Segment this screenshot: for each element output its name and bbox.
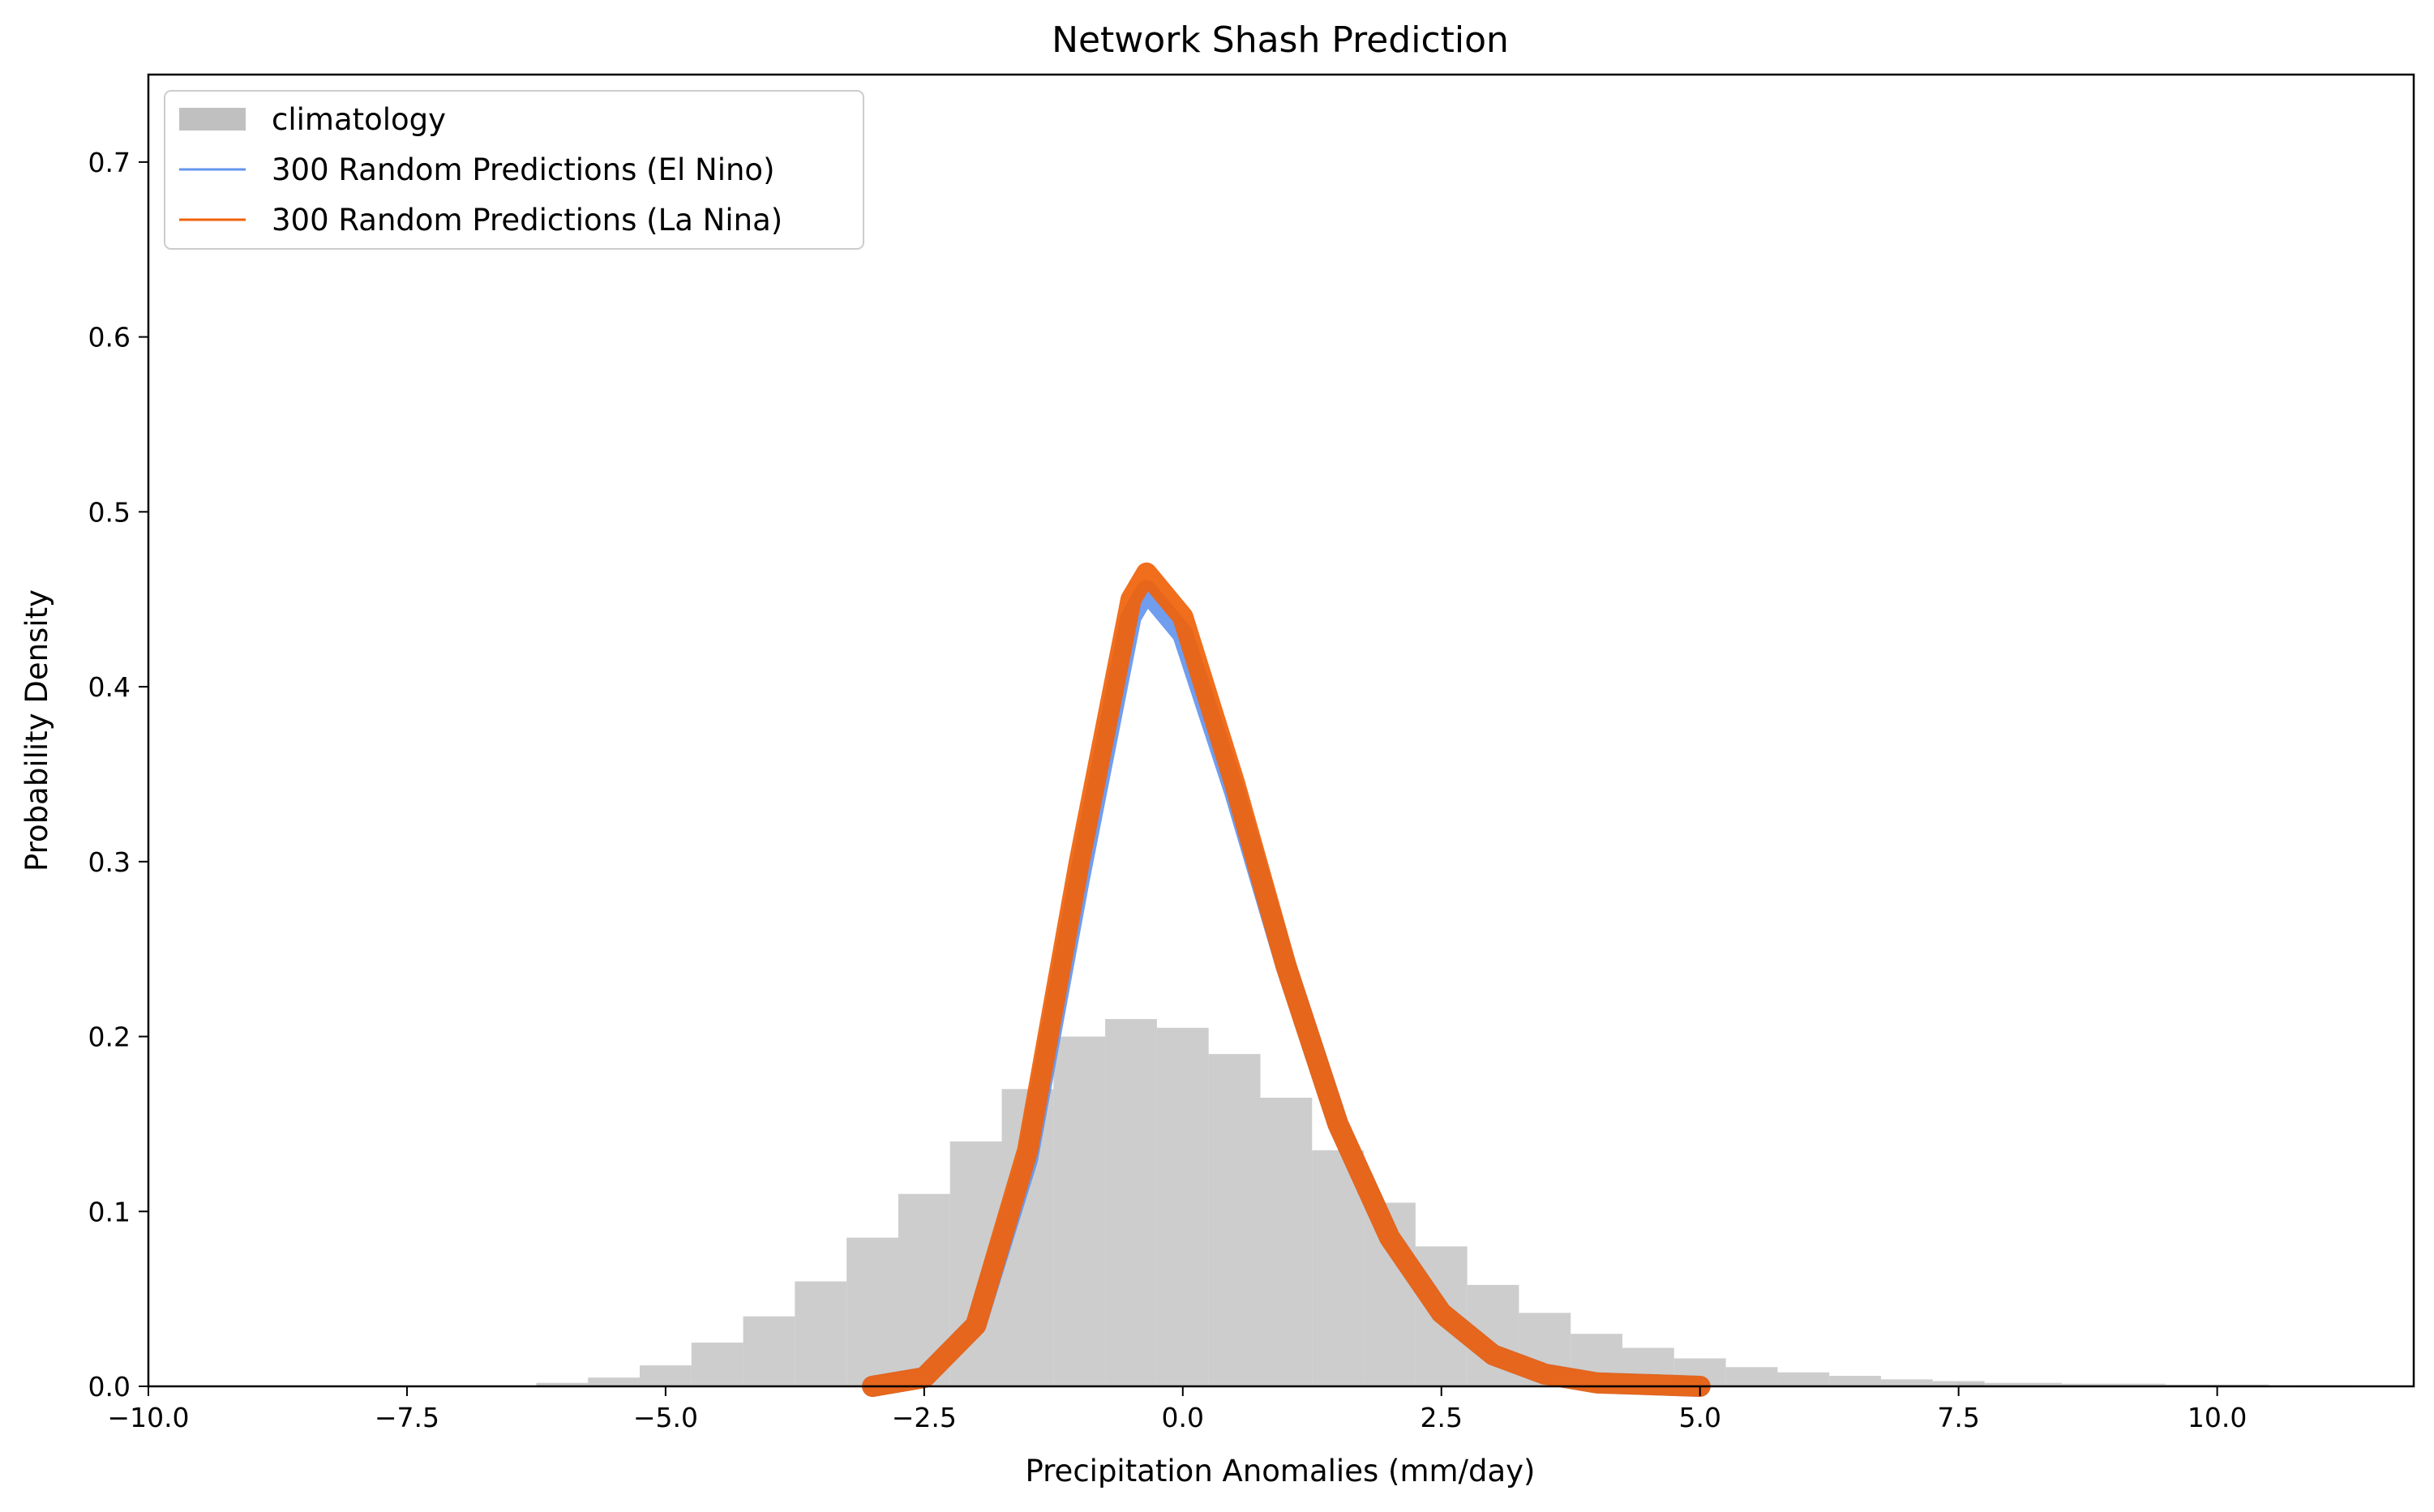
histogram-bar [691,1343,743,1386]
y-tick-label: 0.0 [88,1371,131,1403]
legend: climatology 300 Random Predictions (El Ni… [164,90,864,250]
plot-area [536,562,2347,1397]
legend-label: 300 Random Predictions (El Nino) [272,152,775,187]
y-tick-label: 0.4 [88,671,131,703]
legend-label: climatology [272,102,446,137]
histogram-bar [1105,1018,1157,1386]
x-tick-label: 7.5 [1937,1402,1979,1433]
x-axis-label: Precipitation Anomalies (mm/day) [1026,1454,1536,1488]
histogram-bar [846,1237,898,1386]
legend-swatch-climatology [179,108,246,131]
x-tick-label: −7.5 [375,1402,439,1433]
histogram-bar [640,1365,692,1386]
y-tick-label: 0.3 [88,846,131,878]
histogram-bar [743,1316,795,1386]
x-tick-label: −2.5 [892,1402,957,1433]
la-nina-curves [862,562,1711,1397]
x-tick-label: 5.0 [1678,1402,1721,1433]
x-tick-label: 10.0 [2188,1402,2247,1433]
legend-box [164,90,864,250]
histogram-bar [536,1382,589,1386]
histogram-bar [2062,1383,2166,1386]
y-tick-label: 0.6 [88,322,131,353]
histogram-bar [1053,1036,1106,1386]
histogram-bar [1312,1150,1365,1386]
legend-label: 300 Random Predictions (La Nina) [272,203,782,238]
plot-frame [147,73,2415,1388]
histogram-bar [1829,1376,1881,1386]
y-tick-label: 0.5 [88,496,131,528]
la-nina-series-line [862,562,1711,1397]
histogram-bar [1260,1098,1313,1386]
y-tick-label: 0.1 [88,1196,131,1227]
y-axis-label: Probability Density [19,589,54,872]
histogram-bar [1725,1367,1778,1386]
histogram-bar [1156,1027,1209,1386]
histogram-bar [1880,1379,1933,1386]
x-tick-label: 0.0 [1162,1402,1204,1433]
y-tick-label: 0.2 [88,1022,131,1053]
x-tick-label: −5.0 [633,1402,698,1433]
histogram-bar [1777,1372,1830,1386]
histogram-bar [588,1377,641,1386]
histogram-bar [1958,1382,2063,1386]
y-tick-label: 0.7 [88,147,131,178]
histogram-bar [1208,1054,1261,1386]
x-tick-label: 2.5 [1421,1402,1463,1433]
histogram-bar [795,1281,847,1386]
x-tick-label: −10.0 [107,1402,189,1433]
chart-title: Network Shash Prediction [1052,19,1509,61]
y-axis-ticks: 0.0 0.1 0.2 0.3 0.4 0.5 0.6 0.7 [88,147,148,1403]
x-axis-ticks: −10.0 −7.5 −5.0 −2.5 0.0 2.5 5.0 7.5 10.0 [107,1386,2247,1433]
